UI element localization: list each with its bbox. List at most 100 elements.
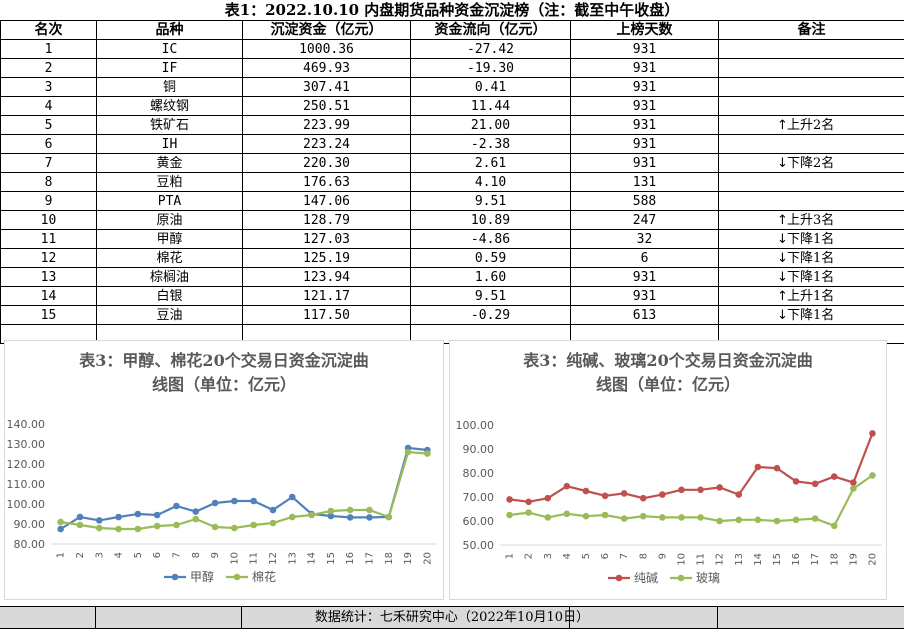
y-tick-label: 90.00 bbox=[463, 443, 495, 456]
x-tick-label: 11 bbox=[696, 553, 707, 566]
cell-capital: 220.30 bbox=[243, 154, 411, 173]
y-tick-label: 130.00 bbox=[7, 438, 46, 451]
note-text: 下降1名 bbox=[787, 308, 834, 323]
y-tick-label: 120.00 bbox=[7, 458, 46, 471]
cell-flow: 9.51 bbox=[411, 287, 571, 306]
data-point bbox=[77, 514, 84, 521]
data-point bbox=[506, 512, 513, 519]
data-point bbox=[250, 498, 257, 505]
x-tick-label: 6 bbox=[600, 553, 611, 559]
data-point bbox=[774, 465, 781, 472]
data-point bbox=[678, 487, 685, 494]
chart-methanol-cotton: 80.0090.00100.00110.00120.00130.00140.00… bbox=[5, 341, 443, 599]
legend-label: 棉花 bbox=[252, 569, 276, 584]
cell-flow: -0.29 bbox=[411, 306, 571, 325]
cell-note: ↓下降1名 bbox=[719, 249, 904, 268]
note-text: 上升1名 bbox=[787, 289, 834, 304]
data-point bbox=[602, 493, 609, 500]
x-tick-label: 8 bbox=[638, 553, 649, 559]
cell-days: 931 bbox=[571, 135, 719, 154]
cell-note: ↓下降1名 bbox=[719, 306, 904, 325]
x-tick-label: 19 bbox=[403, 552, 414, 565]
data-point bbox=[405, 449, 412, 456]
cell-rank: 1 bbox=[1, 40, 97, 59]
data-point bbox=[154, 512, 161, 519]
data-point bbox=[659, 514, 666, 521]
header-flow: 资金流向（亿元） bbox=[411, 21, 571, 40]
x-tick-label: 7 bbox=[619, 553, 630, 559]
cell-rank: 3 bbox=[1, 78, 97, 97]
cell-days: 32 bbox=[571, 230, 719, 249]
arrow-up-icon: ↑ bbox=[777, 288, 787, 305]
data-point bbox=[115, 514, 122, 521]
cell-note bbox=[719, 40, 904, 59]
data-point bbox=[192, 516, 199, 523]
data-point bbox=[135, 511, 142, 518]
note-text: 上升2名 bbox=[787, 118, 834, 133]
x-tick-label: 3 bbox=[94, 552, 105, 558]
cell-rank: 13 bbox=[1, 268, 97, 287]
data-point bbox=[850, 479, 857, 486]
cell-flow: 2.61 bbox=[411, 154, 571, 173]
data-point bbox=[869, 472, 876, 479]
cell-variety: 铜 bbox=[97, 78, 243, 97]
cell-note bbox=[719, 59, 904, 78]
x-tick-label: 10 bbox=[676, 553, 687, 566]
data-point bbox=[308, 512, 315, 519]
data-point bbox=[96, 517, 103, 524]
data-point bbox=[812, 515, 819, 522]
legend-marker bbox=[172, 574, 179, 581]
cell-variety: 白银 bbox=[97, 287, 243, 306]
legend-label: 甲醇 bbox=[190, 569, 214, 584]
data-point bbox=[850, 485, 857, 492]
data-point bbox=[270, 520, 277, 527]
cell-capital: 223.24 bbox=[243, 135, 411, 154]
cell-days: 613 bbox=[571, 306, 719, 325]
data-point bbox=[583, 488, 590, 495]
cell-capital: 223.99 bbox=[243, 116, 411, 135]
data-point bbox=[212, 500, 219, 507]
cell-capital: 123.94 bbox=[243, 268, 411, 287]
legend-marker bbox=[616, 575, 623, 582]
data-point bbox=[564, 483, 571, 490]
cell-days: 931 bbox=[571, 287, 719, 306]
cell-rank: 9 bbox=[1, 192, 97, 211]
cell-days: 6 bbox=[571, 249, 719, 268]
data-point bbox=[583, 513, 590, 520]
data-point bbox=[506, 496, 513, 503]
data-point bbox=[812, 481, 819, 488]
data-point bbox=[57, 519, 64, 526]
x-tick-label: 2 bbox=[75, 552, 86, 558]
data-point bbox=[602, 512, 609, 519]
data-point bbox=[678, 514, 685, 521]
note-text: 下降1名 bbox=[787, 232, 834, 247]
data-point bbox=[544, 514, 551, 521]
cell-capital: 121.17 bbox=[243, 287, 411, 306]
cell-note: ↑上升1名 bbox=[719, 287, 904, 306]
data-point bbox=[385, 514, 392, 521]
cell-rank: 7 bbox=[1, 154, 97, 173]
x-tick-label: 11 bbox=[249, 552, 260, 565]
data-point bbox=[135, 526, 142, 533]
data-point bbox=[289, 494, 296, 501]
data-point bbox=[231, 498, 238, 505]
x-tick-label: 10 bbox=[229, 552, 240, 565]
x-tick-label: 12 bbox=[715, 553, 726, 566]
x-tick-label: 7 bbox=[171, 552, 182, 558]
data-point bbox=[755, 517, 762, 524]
cell-flow: 1.60 bbox=[411, 268, 571, 287]
cell-capital: 469.93 bbox=[243, 59, 411, 78]
arrow-down-icon: ↓ bbox=[777, 307, 787, 324]
cell-variety: 豆油 bbox=[97, 306, 243, 325]
cell-capital: 127.03 bbox=[243, 230, 411, 249]
data-point bbox=[640, 513, 647, 520]
